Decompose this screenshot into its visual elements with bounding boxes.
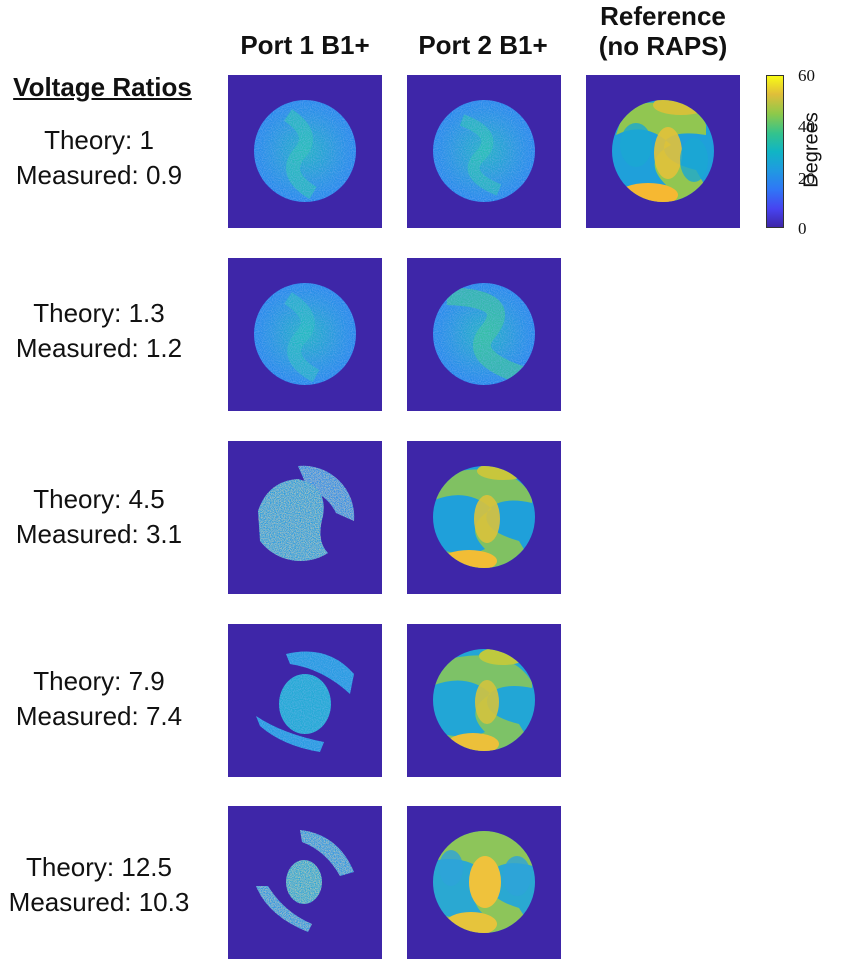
map-port1-row5 — [228, 806, 382, 959]
row-label-1: Theory: 1 Measured: 0.9 — [0, 123, 198, 193]
row-label-3: Theory: 4.5 Measured: 3.1 — [0, 482, 198, 552]
header-port1: Port 1 B1+ — [240, 30, 370, 60]
header-reference-line1: Reference — [600, 1, 726, 31]
map-reference-row1 — [586, 75, 740, 228]
section-title: Voltage Ratios — [13, 72, 192, 102]
theory-value: Theory: 1 — [44, 125, 154, 155]
map-port2-row4 — [407, 624, 561, 777]
theory-value: Theory: 1.3 — [33, 298, 165, 328]
colorbar-tick-40: 40 — [798, 117, 815, 136]
map-port1-row1 — [228, 75, 382, 228]
map-port2-row3 — [407, 441, 561, 594]
map-port2-row5 — [407, 806, 561, 959]
map-port1-row3 — [228, 441, 382, 594]
measured-value: Measured: 7.4 — [15, 701, 183, 731]
measured-value: Measured: 0.9 — [15, 160, 183, 190]
map-port2-row2 — [407, 258, 561, 411]
theory-value: Theory: 7.9 — [33, 666, 165, 696]
map-port1-row2 — [228, 258, 382, 411]
header-reference: Reference (no RAPS) — [565, 1, 761, 61]
colorbar — [766, 75, 784, 228]
theory-value: Theory: 12.5 — [26, 852, 172, 882]
theory-value: Theory: 4.5 — [33, 484, 165, 514]
colorbar-tick-20: 20 — [798, 169, 815, 188]
map-port1-row4 — [228, 624, 382, 777]
header-port2: Port 2 B1+ — [418, 30, 548, 60]
row-label-2: Theory: 1.3 Measured: 1.2 — [0, 296, 198, 366]
colorbar-tick-0: 0 — [798, 219, 807, 238]
header-reference-line2: (no RAPS) — [598, 31, 728, 61]
colorbar-tick-60: 60 — [798, 66, 815, 85]
row-label-4: Theory: 7.9 Measured: 7.4 — [0, 664, 198, 734]
measured-value: Measured: 1.2 — [15, 333, 183, 363]
measured-value: Measured: 10.3 — [8, 887, 190, 917]
map-port2-row1 — [407, 75, 561, 228]
row-label-5: Theory: 12.5 Measured: 10.3 — [0, 850, 198, 920]
measured-value: Measured: 3.1 — [15, 519, 183, 549]
colorbar-label: Degrees — [800, 112, 823, 188]
